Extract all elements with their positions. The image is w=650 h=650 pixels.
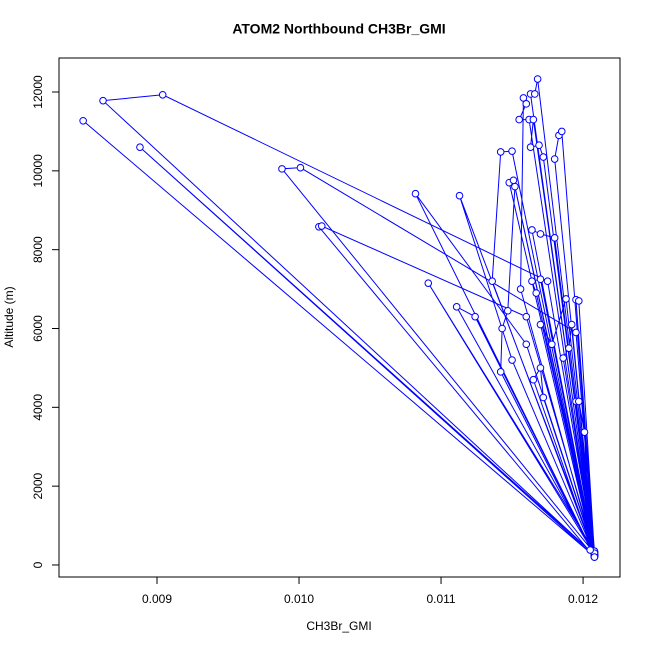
data-point	[590, 553, 599, 561]
data-point	[471, 312, 479, 321]
y-tick-label: 6000	[31, 315, 45, 342]
data-point	[533, 75, 542, 83]
data-point	[586, 546, 594, 554]
data-point	[522, 340, 531, 349]
data-point	[529, 115, 538, 124]
data-point	[519, 94, 528, 102]
data-point	[296, 163, 305, 172]
data-point	[136, 143, 144, 151]
data-point	[572, 328, 580, 337]
data-point	[516, 285, 525, 293]
data-point	[543, 277, 552, 285]
x-tick-label: 0.012	[568, 592, 598, 606]
y-axis-label: Altitude (m)	[2, 286, 16, 347]
data-point	[528, 277, 536, 285]
data-point	[411, 189, 420, 198]
data-point	[550, 234, 559, 242]
data-point	[550, 155, 559, 163]
plot-frame	[58, 57, 621, 578]
data-point	[455, 191, 464, 200]
y-tick-label: 4000	[31, 394, 45, 421]
data-point	[536, 320, 545, 329]
data-point	[498, 324, 506, 333]
y-tick-label: 0	[31, 561, 45, 568]
data-point	[575, 297, 583, 305]
data-point	[509, 176, 518, 185]
data-point	[536, 230, 545, 238]
data-point	[557, 127, 566, 136]
data-point	[559, 354, 567, 362]
data-point	[536, 364, 545, 372]
data-point	[158, 90, 167, 99]
data-point	[530, 90, 539, 98]
x-tick-label: 0.009	[142, 592, 172, 606]
data-point	[536, 275, 545, 284]
data-point	[317, 222, 326, 230]
data-point	[575, 397, 583, 406]
data-point	[488, 277, 496, 285]
data-point	[539, 393, 548, 402]
data-line	[82, 78, 596, 559]
data-point	[496, 148, 505, 156]
data-point	[424, 279, 433, 287]
data-point	[452, 303, 461, 311]
data-point	[515, 115, 523, 124]
data-point	[565, 344, 573, 353]
data-point	[508, 356, 516, 364]
data-point	[522, 312, 531, 321]
data-point	[532, 289, 541, 297]
data-point	[278, 165, 286, 173]
y-tick-label: 8000	[31, 236, 45, 263]
data-point	[526, 143, 535, 151]
chart-title: ATOM2 Northbound CH3Br_GMI	[232, 21, 445, 37]
data-point	[508, 147, 516, 155]
y-tick-label: 10000	[31, 154, 45, 188]
data-point	[562, 295, 570, 303]
data-point	[528, 226, 536, 234]
data-point	[567, 320, 576, 329]
data-point	[535, 141, 543, 150]
data-point	[529, 375, 538, 384]
data-point	[548, 340, 556, 349]
data-point	[522, 100, 531, 108]
x-axis-label: CH3Br_GMI	[306, 619, 371, 633]
x-tick-label: 0.011	[426, 592, 455, 606]
y-tick-label: 12000	[31, 75, 45, 109]
data-point	[504, 306, 512, 315]
data-point	[580, 428, 589, 436]
x-tick-label: 0.010	[284, 592, 314, 606]
y-tick-label: 2000	[31, 472, 45, 499]
data-point	[99, 96, 107, 105]
data-point	[496, 368, 505, 376]
data-point	[79, 116, 87, 125]
data-point	[539, 153, 548, 161]
